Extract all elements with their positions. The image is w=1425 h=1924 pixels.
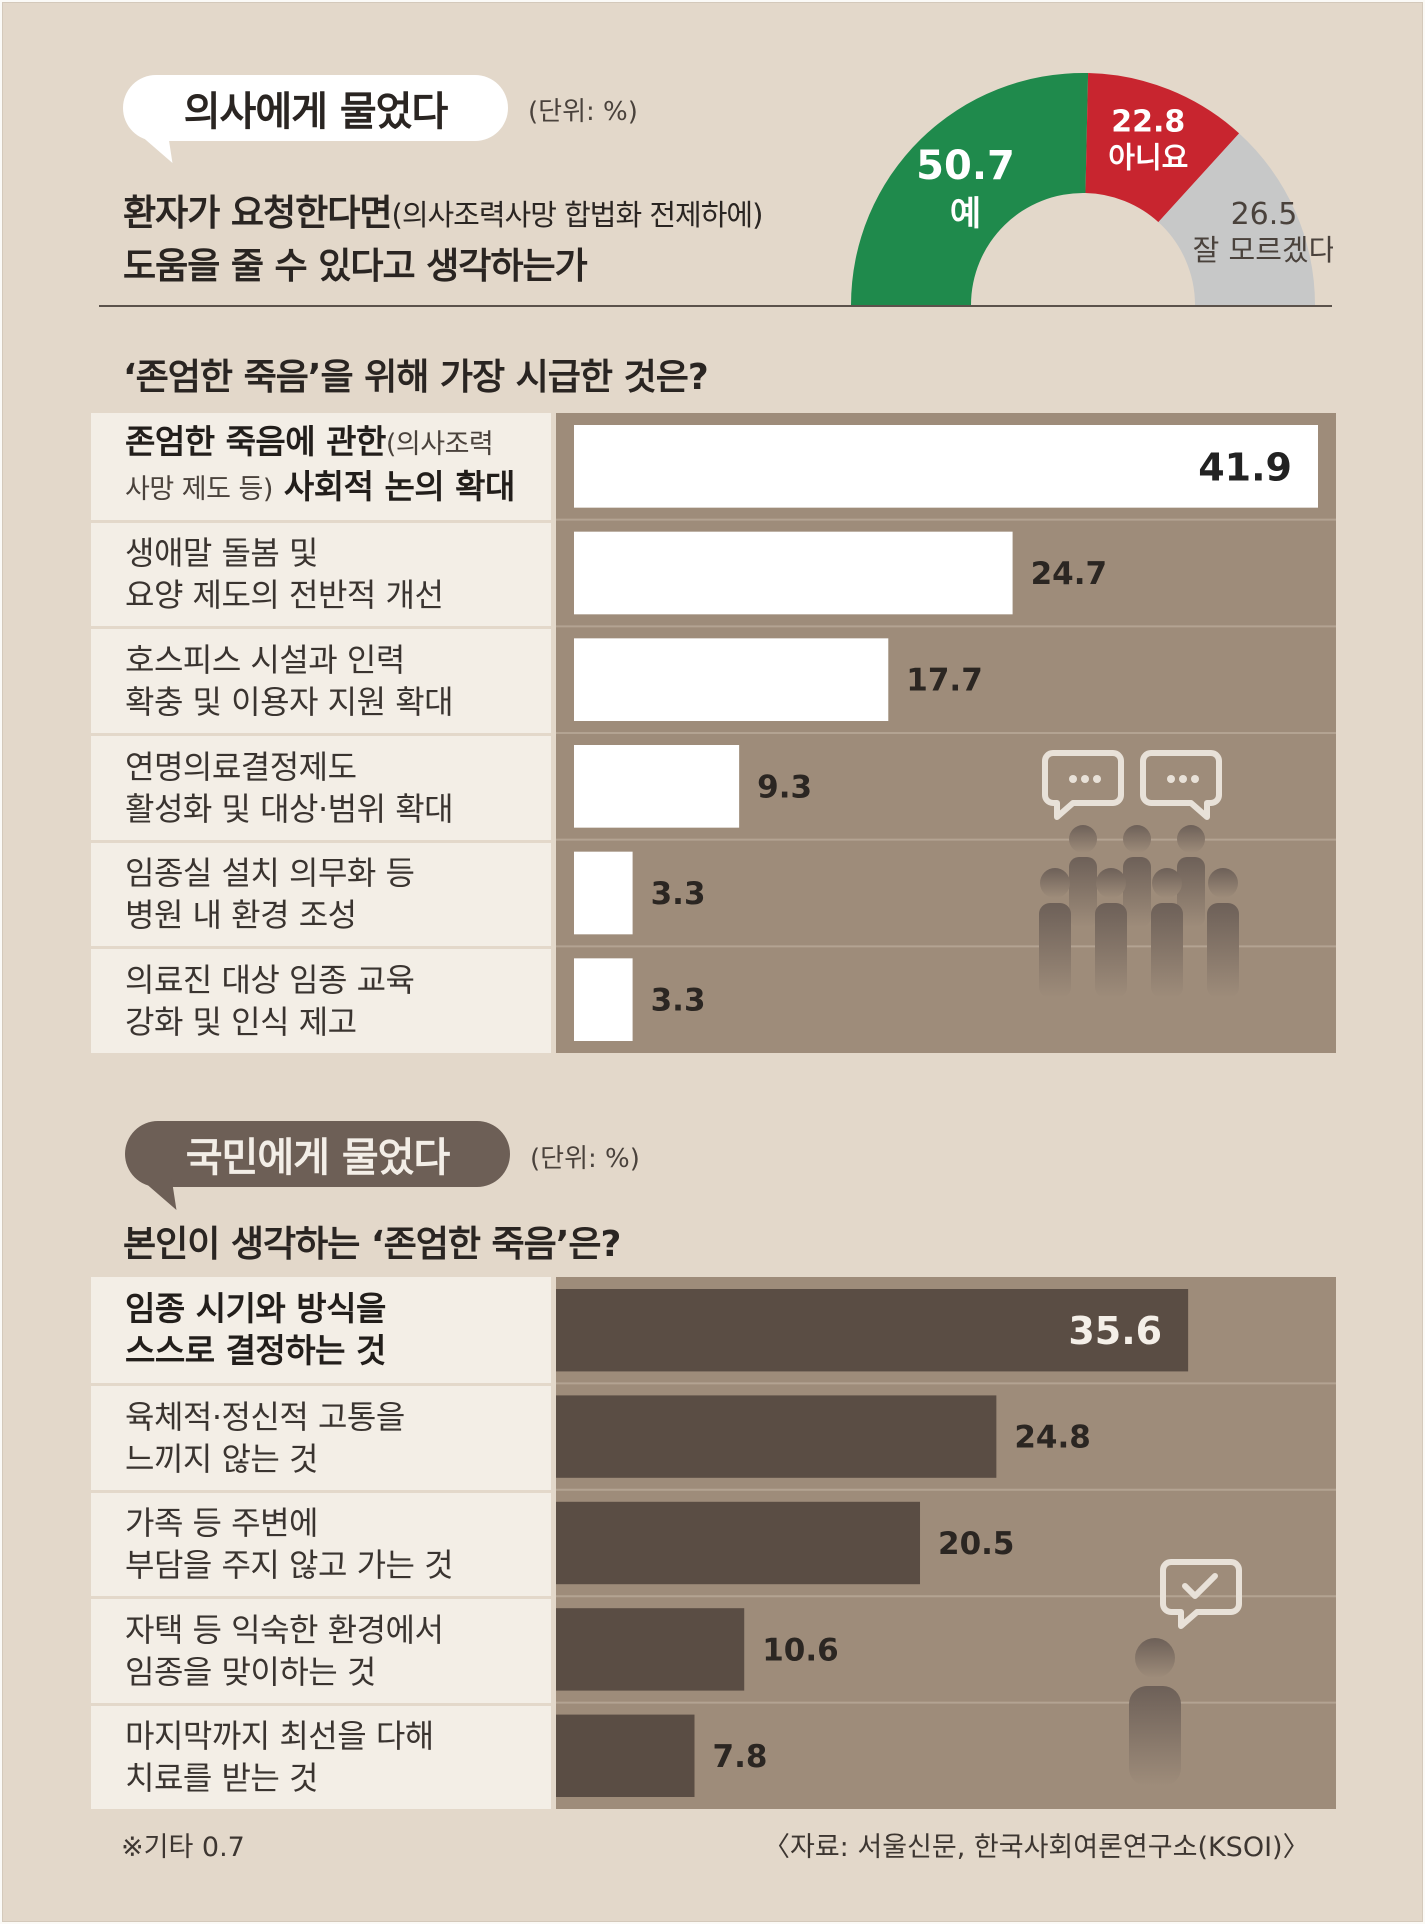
bar-value-6: 3.3 <box>651 983 706 1019</box>
people-chat-icon <box>1039 750 1239 998</box>
category-line1: 임종 시기와 방식을 <box>125 1289 386 1329</box>
bar-1 <box>574 425 1318 508</box>
unit-label-2: (단위: %) <box>530 1144 640 1174</box>
doctor-question-line2: 도움을 줄 수 있다고 생각하는가 <box>123 246 588 287</box>
category-label-4: 연명의료결정제도 활성화 및 대상·범위 확대 <box>91 736 551 840</box>
category-line1: 연명의료결정제도 <box>125 747 357 786</box>
public-bubble-text: 국민에게 물었다 <box>185 1135 451 1181</box>
bar-value-3: 17.7 <box>906 663 983 699</box>
category-line1: 임종실 설치 의무화 등 <box>125 854 415 893</box>
donut-slice-unsure <box>1158 133 1315 305</box>
bar-6 <box>574 958 633 1041</box>
person-check-icon <box>1129 1559 1242 1786</box>
category-label-6: 의료진 대상 임종 교육 강화 및 인식 제고 <box>91 949 551 1053</box>
category-line1: 존엄한 죽음에 관한(의사조력 <box>125 422 494 462</box>
category-line1: 마지막까지 최선을 다해 <box>125 1717 434 1756</box>
category-line1: 의료진 대상 임종 교육 <box>125 961 415 1000</box>
category-label-5: 임종실 설치 의무화 등 병원 내 환경 조성 <box>91 842 551 947</box>
bar-value-2: 24.7 <box>1031 556 1108 592</box>
donut-value-yes: 50.7 <box>916 143 1015 189</box>
donut-slice-yes <box>851 73 1089 305</box>
category-line2: 느끼지 않는 것 <box>125 1440 318 1479</box>
bar-value-4: 9.3 <box>757 769 812 805</box>
bar-1 <box>556 1289 1189 1372</box>
footnote: ※기타 0.7 <box>121 1832 245 1863</box>
category-line1: 가족 등 주변에 <box>125 1504 318 1543</box>
category-line2: 활성화 및 대상·범위 확대 <box>125 789 454 828</box>
donut-value-unsure: 26.5 <box>1231 197 1298 232</box>
chart1-bars: 41.9 24.7 17.7 9.3 3.3 3.3 <box>556 425 1336 1041</box>
category-line1: 생애말 돌봄 및 <box>125 534 318 573</box>
doctor-bubble-text: 의사에게 물었다 <box>183 89 449 135</box>
bar-3 <box>574 638 889 721</box>
category-label-2: 생애말 돌봄 및 요양 제도의 전반적 개선 <box>91 522 551 627</box>
bar-3 <box>556 1501 921 1585</box>
category-line2: 병원 내 환경 조성 <box>125 896 357 935</box>
donut-value-no: 22.8 <box>1111 105 1185 140</box>
bar-value-5: 7.8 <box>713 1739 768 1775</box>
bar-value-4: 10.6 <box>762 1632 839 1668</box>
bar-4 <box>574 745 740 828</box>
category-line2: 부담을 주지 않고 가는 것 <box>125 1546 454 1585</box>
public-bubble: 국민에게 물었다 <box>125 1121 510 1187</box>
urgent-question: ‘존엄한 죽음’을 위해 가장 시급한 것은? <box>123 357 709 398</box>
category-label-3: 호스피스 시설과 인력 확충 및 이용자 지원 확대 <box>91 629 551 733</box>
donut-category-no: 아니요 <box>1108 141 1188 175</box>
doctor-question: 환자가 요청한다면(의사조력사망 합법화 전제하에) 도움을 줄 수 있다고 생… <box>123 188 764 293</box>
bar-2 <box>556 1395 997 1478</box>
bar-5 <box>574 851 633 935</box>
category-label-3: 가족 등 주변에 부담을 주지 않고 가는 것 <box>91 1492 551 1597</box>
public-question: 본인이 생각하는 ‘존엄한 죽음’은? <box>123 1224 621 1265</box>
source-credit: 〈자료: 서울신문, 한국사회여론연구소(KSOI)〉 <box>763 1832 1310 1863</box>
category-line2: 강화 및 인식 제고 <box>125 1003 357 1042</box>
unit-label-1: (단위: %) <box>528 97 638 127</box>
category-line2: 치료를 받는 것 <box>125 1759 318 1798</box>
category-label-1: 임종 시기와 방식을 스스로 결정하는 것 <box>91 1277 551 1384</box>
bar-4 <box>556 1608 745 1691</box>
category-label-4: 자택 등 익숙한 환경에서 임종을 맞이하는 것 <box>91 1599 551 1703</box>
category-line2: 스스로 결정하는 것 <box>125 1331 386 1371</box>
category-line2: 확충 및 이용자 지원 확대 <box>125 683 454 722</box>
category-label-2: 육체적·정신적 고통을 느끼지 않는 것 <box>91 1386 551 1490</box>
bar-value-1: 35.6 <box>1068 1309 1162 1353</box>
doctor-question-bold: 환자가 요청한다면 <box>123 193 392 234</box>
divider-line <box>99 305 1332 307</box>
donut-category-yes: 예 <box>950 194 981 234</box>
doctor-bubble: 의사에게 물었다 <box>123 75 508 141</box>
bar-2 <box>574 531 1013 615</box>
category-line2: 요양 제도의 전반적 개선 <box>125 576 444 615</box>
category-line1: 육체적·정신적 고통을 <box>125 1398 405 1437</box>
donut-category-unsure: 잘 모르겠다 <box>1193 233 1333 267</box>
chart2-bars: 35.6 24.8 20.5 10.6 7.8 <box>556 1289 1336 1797</box>
bar-5 <box>556 1714 695 1797</box>
bar-value-2: 24.8 <box>1014 1420 1091 1456</box>
category-line1: 호스피스 시설과 인력 <box>125 641 405 680</box>
doctor-question-sub: (의사조력사망 합법화 전제하에) <box>391 198 764 232</box>
category-line2: 임종을 맞이하는 것 <box>125 1652 376 1691</box>
donut-slice-no <box>1085 73 1240 223</box>
bar-value-5: 3.3 <box>651 876 706 912</box>
category-label-5: 마지막까지 최선을 다해 치료를 받는 것 <box>91 1705 551 1809</box>
category-line1: 자택 등 익숙한 환경에서 <box>125 1610 444 1649</box>
category-line2: 사망 제도 등) 사회적 논의 확대 <box>125 467 515 507</box>
bar-value-1: 41.9 <box>1198 445 1292 489</box>
bar-value-3: 20.5 <box>938 1526 1015 1562</box>
